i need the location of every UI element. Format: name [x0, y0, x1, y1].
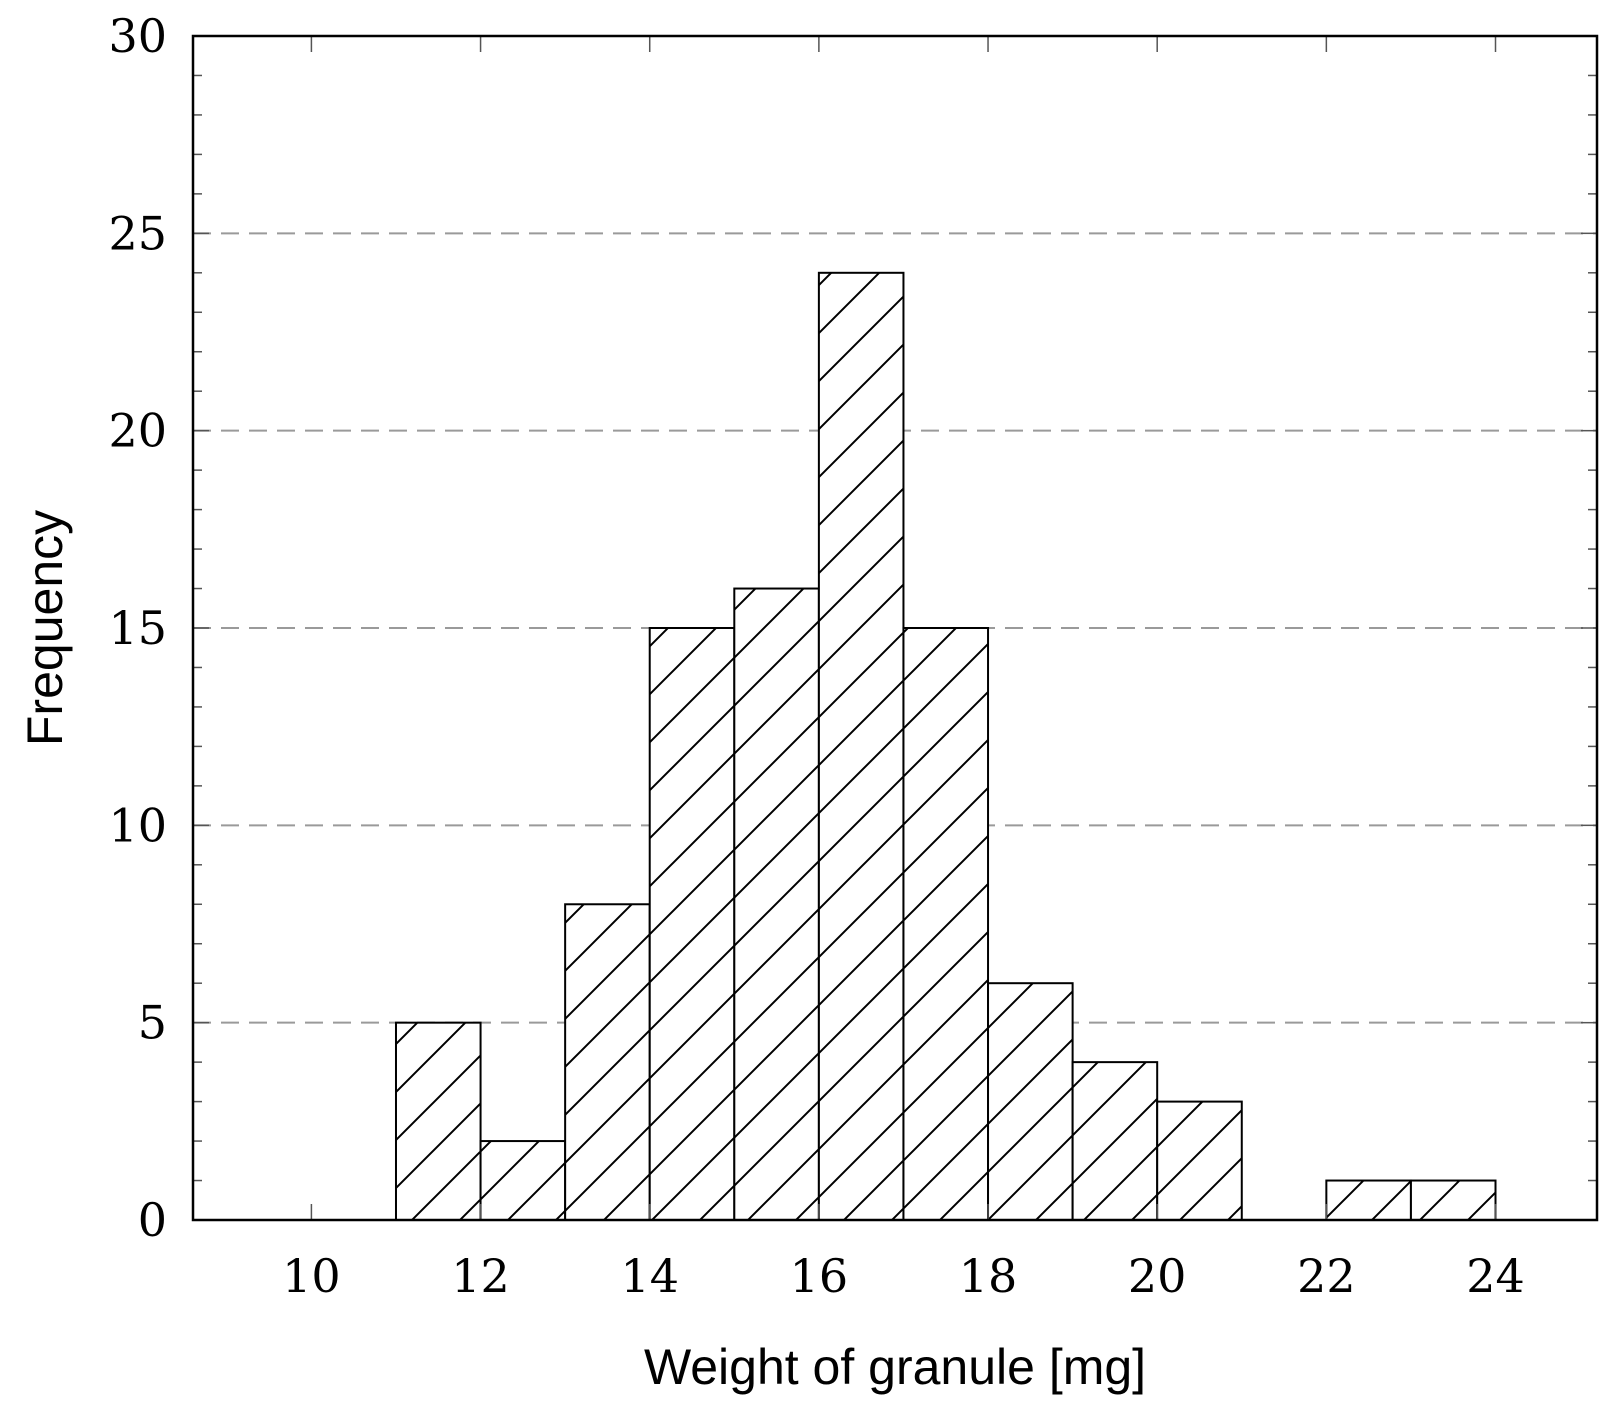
x-tick-label-22: 22: [1297, 1249, 1356, 1303]
bar-11-12: [394, 1021, 482, 1222]
bar-16-17: [817, 271, 905, 1221]
bar-14-15: [648, 627, 736, 1221]
bar-13-14: [564, 903, 651, 1221]
x-tick-label-12: 12: [451, 1249, 510, 1303]
x-tick-label-16: 16: [790, 1249, 849, 1303]
bar-18-19: [987, 982, 1074, 1222]
y-tick-label-5: 5: [138, 996, 167, 1050]
tick-labels: 0 5 10 15 20 25 30 10 12 14 16 18 20 22 24: [108, 9, 1524, 1303]
x-tick-label-18: 18: [959, 1249, 1018, 1303]
bar-19-20: [1071, 1061, 1159, 1221]
y-tick-label-10: 10: [108, 798, 167, 852]
bars: [394, 271, 1497, 1222]
y-tick-label-15: 15: [108, 601, 167, 655]
x-tick-label-20: 20: [1128, 1249, 1187, 1303]
plot-frame: [191, 34, 1599, 1222]
bar-17-18: [902, 627, 990, 1221]
x-tick-label-14: 14: [620, 1249, 679, 1303]
bar-20-21: [1156, 1100, 1243, 1221]
y-tick-label-30: 30: [108, 9, 167, 63]
y-axis-label: Frequency: [17, 510, 73, 746]
x-axis-label: Weight of granule [mg]: [644, 1339, 1146, 1395]
x-tick-label-10: 10: [282, 1249, 341, 1303]
bar-15-16: [733, 587, 820, 1221]
bar-22-23: [1325, 1179, 1412, 1221]
y-tick-label-25: 25: [108, 206, 167, 260]
bar-23-24: [1409, 1179, 1497, 1221]
x-tick-label-24: 24: [1466, 1249, 1525, 1303]
y-tick-label-20: 20: [108, 404, 167, 458]
y-tick-label-0: 0: [138, 1193, 167, 1247]
bar-12-13: [479, 1140, 567, 1221]
